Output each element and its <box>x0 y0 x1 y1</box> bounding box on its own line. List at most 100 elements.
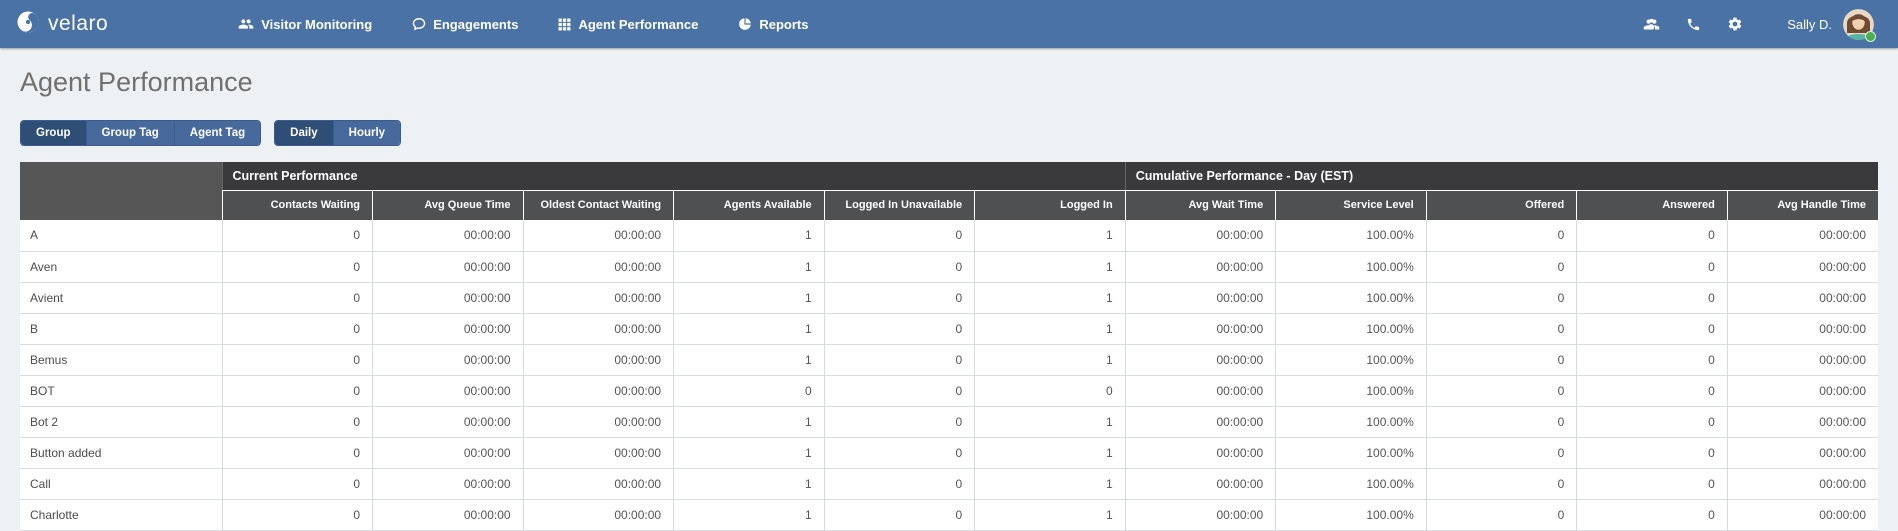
hourly-button[interactable]: Hourly <box>333 121 401 145</box>
cell-avg-wait-time: 00:00:00 <box>1125 406 1277 438</box>
cell-avg-wait-time: 00:00:00 <box>1125 313 1277 345</box>
cell-logged-in-unavailable: 0 <box>824 468 976 500</box>
cell-logged-in-unavailable: 0 <box>824 344 976 376</box>
cell-answered: 0 <box>1576 251 1728 283</box>
cell-answered: 0 <box>1576 406 1728 438</box>
cell-service-level: 100.00% <box>1275 344 1427 376</box>
brand-name: velaro <box>48 12 109 35</box>
cell-logged-in-unavailable: 0 <box>824 251 976 283</box>
cell-service-level: 100.00% <box>1275 468 1427 500</box>
cell-avg-handle-time: 00:00:00 <box>1727 251 1878 283</box>
column-header-avg-handle-time[interactable]: Avg Handle Time <box>1726 189 1878 220</box>
cell-avg-wait-time: 00:00:00 <box>1125 251 1277 283</box>
user-name[interactable]: Sally D. <box>1787 16 1832 32</box>
cell-logged-in-unavailable: 0 <box>824 313 976 345</box>
cell-contacts-waiting: 0 <box>222 406 374 438</box>
cell-contacts-waiting: 0 <box>222 251 374 283</box>
nav-item-label: Visitor Monitoring <box>261 16 373 32</box>
cell-logged-in-unavailable: 0 <box>824 406 976 438</box>
cell-oldest-contact-waiting: 00:00:00 <box>523 437 675 469</box>
cell-avg-handle-time: 00:00:00 <box>1727 344 1878 376</box>
cell-avg-handle-time: 00:00:00 <box>1727 220 1878 252</box>
cell-logged-in: 1 <box>974 437 1126 469</box>
cell-avg-queue-time: 00:00:00 <box>372 251 524 283</box>
column-header-contacts-waiting[interactable]: Contacts Waiting <box>221 189 373 220</box>
nav-item-engagements[interactable]: Engagements <box>412 17 518 32</box>
table-row: BOT 0 00:00:00 00:00:00 0 0 0 00:00:00 100.00% 0 0… <box>20 375 1878 407</box>
column-header-offered[interactable]: Offered <box>1425 189 1577 220</box>
cell-logged-in-unavailable: 0 <box>824 375 976 407</box>
cell-avg-queue-time: 00:00:00 <box>372 437 524 469</box>
page-content: Agent Performance Group Group Tag Agent Ta… <box>0 67 1898 531</box>
brand-logo[interactable]: velaro <box>16 10 108 39</box>
cell-agents-available: 1 <box>673 406 825 438</box>
table-row: Bot 2 0 00:00:00 00:00:00 1 0 1 00:00:00 100.00%… <box>20 406 1878 438</box>
table-row: Bemus 0 00:00:00 00:00:00 1 0 1 00:00:00 100.00%… <box>20 344 1878 376</box>
cell-answered: 0 <box>1576 375 1728 407</box>
cell-avg-handle-time: 00:00:00 <box>1727 468 1878 500</box>
group-button[interactable]: Group <box>21 121 87 145</box>
cell-avg-queue-time: 00:00:00 <box>372 499 524 531</box>
cell-answered: 0 <box>1576 313 1728 345</box>
contacts-icon[interactable] <box>1641 15 1662 34</box>
velaro-swirl-icon <box>16 10 40 39</box>
phone-icon[interactable] <box>1684 15 1703 34</box>
column-header-agents-available[interactable]: Agents Available <box>673 189 825 220</box>
row-label: Button added <box>20 437 223 469</box>
cell-offered: 0 <box>1426 375 1578 407</box>
cell-offered: 0 <box>1426 251 1578 283</box>
column-header-avg-wait-time[interactable]: Avg Wait Time <box>1124 189 1276 220</box>
cell-agents-available: 1 <box>673 282 825 314</box>
nav-item-reports[interactable]: Reports <box>738 17 808 32</box>
table-row: Avient 0 00:00:00 00:00:00 1 0 1 00:00:00 100.00… <box>20 282 1878 314</box>
nav-item-agent-performance[interactable]: Agent Performance <box>558 17 698 32</box>
cell-contacts-waiting: 0 <box>222 282 374 314</box>
nav-item-visitor-monitoring[interactable]: Visitor Monitoring <box>238 17 372 32</box>
cell-offered: 0 <box>1426 313 1578 345</box>
cell-logged-in-unavailable: 0 <box>824 220 976 252</box>
table-row: Charlotte 0 00:00:00 00:00:00 1 0 1 00:00:00 100… <box>20 499 1878 531</box>
agent-tag-button[interactable]: Agent Tag <box>174 121 261 145</box>
nav-item-label: Engagements <box>433 16 519 32</box>
nav-item-label: Reports <box>759 16 809 32</box>
gear-icon[interactable] <box>1725 14 1745 34</box>
user-avatar[interactable] <box>1843 8 1876 42</box>
cell-avg-queue-time: 00:00:00 <box>372 344 524 376</box>
dimension-button-group: Group Group Tag Agent Tag <box>20 120 262 146</box>
cell-logged-in: 0 <box>974 375 1126 407</box>
cell-oldest-contact-waiting: 00:00:00 <box>523 313 675 345</box>
daily-button[interactable]: Daily <box>275 121 334 145</box>
page-title: Agent Performance <box>20 67 253 97</box>
pie-chart-icon <box>738 17 752 31</box>
group-tag-button[interactable]: Group Tag <box>86 121 175 145</box>
cell-offered: 0 <box>1426 437 1578 469</box>
table-row: A 0 00:00:00 00:00:00 1 0 1 00:00:00 100.00% 0 0 00… <box>20 220 1878 252</box>
cell-logged-in: 1 <box>974 251 1126 283</box>
cell-avg-handle-time: 00:00:00 <box>1727 313 1878 345</box>
group-header-0: Current Performance <box>221 162 1126 190</box>
column-header-logged-in-unavailable[interactable]: Logged In Unavailable <box>823 189 975 220</box>
cell-oldest-contact-waiting: 00:00:00 <box>523 251 675 283</box>
cell-avg-wait-time: 00:00:00 <box>1125 468 1277 500</box>
cell-oldest-contact-waiting: 00:00:00 <box>523 406 675 438</box>
cell-offered: 0 <box>1426 468 1578 500</box>
column-header-logged-in[interactable]: Logged In <box>974 189 1126 220</box>
cell-answered: 0 <box>1576 437 1728 469</box>
cell-avg-queue-time: 00:00:00 <box>372 282 524 314</box>
column-header-avg-queue-time[interactable]: Avg Queue Time <box>372 189 524 220</box>
column-header-oldest-contact-waiting[interactable]: Oldest Contact Waiting <box>522 189 674 220</box>
cell-agents-available: 1 <box>673 220 825 252</box>
cell-contacts-waiting: 0 <box>222 499 374 531</box>
cell-service-level: 100.00% <box>1275 437 1427 469</box>
cell-service-level: 100.00% <box>1275 313 1427 345</box>
cell-avg-wait-time: 00:00:00 <box>1125 437 1277 469</box>
row-label: Avient <box>20 282 223 314</box>
cell-oldest-contact-waiting: 00:00:00 <box>523 375 675 407</box>
agent-performance-table: Current Performance Cumulative Performanc… <box>20 162 1878 531</box>
cell-logged-in: 1 <box>974 313 1126 345</box>
cell-service-level: 100.00% <box>1275 251 1427 283</box>
cell-contacts-waiting: 0 <box>222 313 374 345</box>
column-header-answered[interactable]: Answered <box>1576 189 1728 220</box>
column-header-service-level[interactable]: Service Level <box>1275 189 1427 220</box>
cell-avg-wait-time: 00:00:00 <box>1125 220 1277 252</box>
